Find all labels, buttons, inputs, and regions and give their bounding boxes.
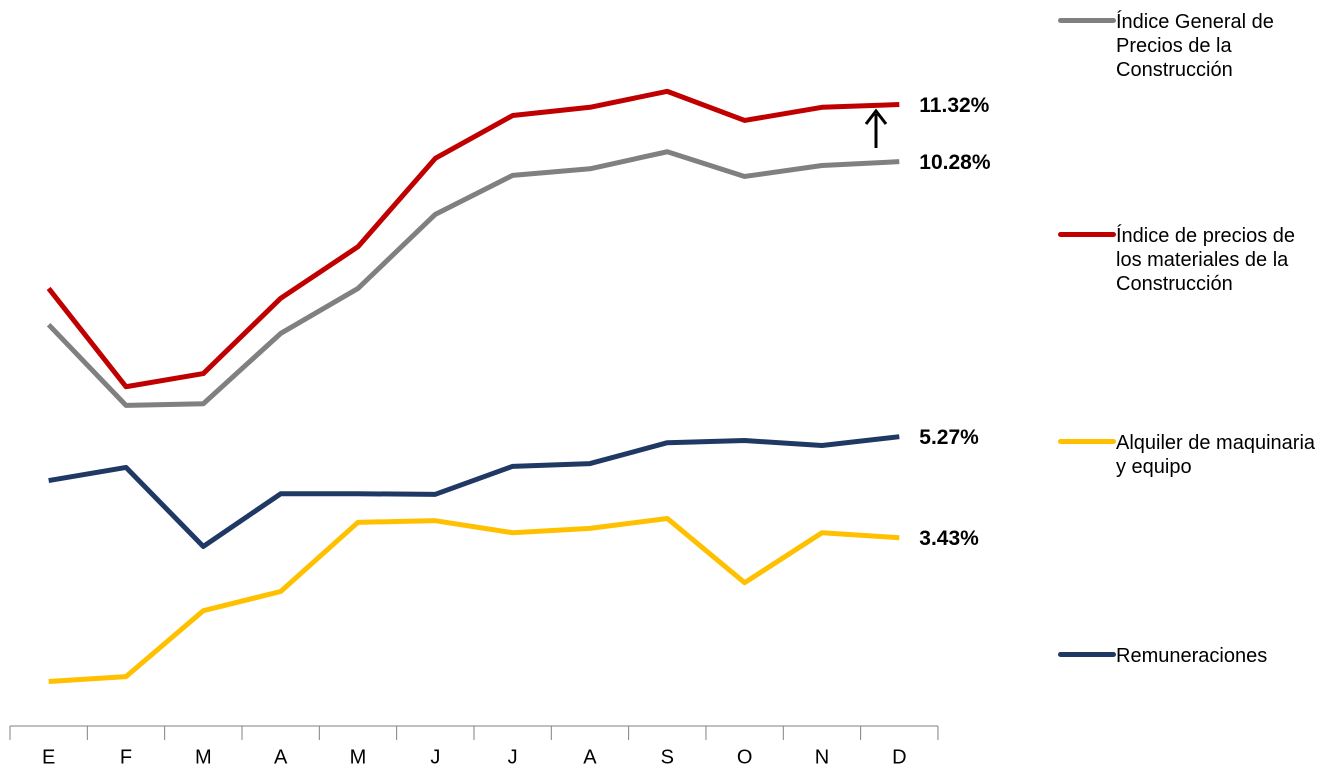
legend-label: Índice de precios de los materiales de l… (1116, 225, 1296, 295)
legend-entry: Índice General de Precios de la Construc… (1058, 10, 1333, 82)
legend-label: Alquiler de maquinaria y equipo (1116, 432, 1316, 478)
x-tick-label: E (42, 746, 55, 768)
x-tick-label: J (508, 746, 518, 768)
series-line (46, 88, 900, 390)
x-tick-label: F (120, 746, 132, 768)
series-line (46, 149, 900, 408)
x-tick-label: J (430, 746, 440, 768)
legend-key (1058, 224, 1116, 244)
value-label: 11.32% (919, 94, 989, 117)
x-tick-label: M (195, 746, 212, 768)
arrow (864, 108, 888, 148)
legend-entry: Alquiler de maquinaria y equipo (1058, 431, 1333, 479)
legend-entry: Remuneraciones (1058, 644, 1333, 668)
value-label: 3.43% (919, 527, 979, 550)
legend-key (1058, 431, 1116, 451)
series-line (48, 434, 900, 549)
value-label: 5.27% (919, 426, 979, 449)
x-tick-label: D (892, 746, 906, 768)
value-label: 10.28% (919, 151, 991, 174)
x-tick-label: M (350, 746, 367, 768)
x-tick-label: S (661, 746, 674, 768)
legend-label: Remuneraciones (1116, 645, 1268, 667)
x-tick-label: A (583, 746, 597, 768)
legend-key (1058, 644, 1116, 664)
legend-entry: Índice de precios de los materiales de l… (1058, 224, 1333, 296)
legend-label: Índice General de Precios de la Construc… (1116, 11, 1274, 81)
x-tick-label: N (815, 746, 829, 768)
series-line (48, 515, 900, 685)
x-tick-label: A (274, 746, 288, 768)
legend-key (1058, 10, 1116, 30)
x-tick-label: O (737, 746, 753, 768)
